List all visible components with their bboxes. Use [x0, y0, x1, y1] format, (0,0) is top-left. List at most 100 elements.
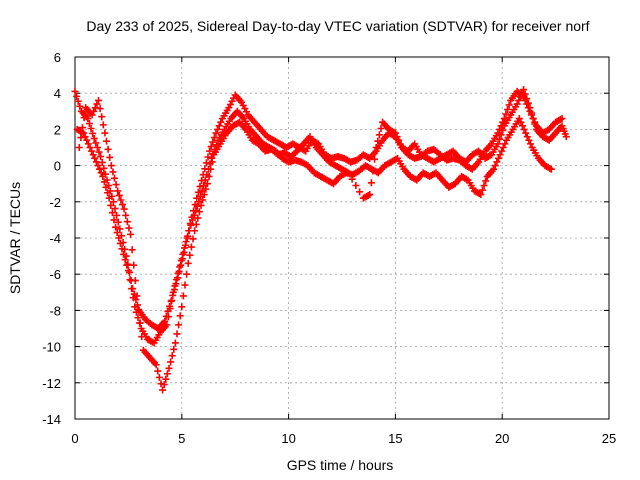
- y-tick-label: -14: [42, 412, 61, 427]
- data-point: [110, 216, 118, 224]
- data-point: [198, 187, 206, 195]
- data-point: [105, 194, 113, 202]
- data-point: [369, 167, 377, 175]
- data-point: [203, 180, 211, 188]
- data-point: [130, 261, 138, 269]
- data-point: [125, 224, 133, 232]
- data-point: [199, 196, 207, 204]
- data-point: [491, 162, 499, 170]
- data-point: [104, 145, 112, 153]
- data-point: [477, 191, 485, 199]
- data-point: [490, 165, 498, 173]
- x-tick-label: 20: [495, 431, 509, 446]
- data-point: [138, 333, 146, 341]
- data-point: [196, 182, 204, 190]
- data-point: [97, 153, 105, 161]
- data-point: [178, 303, 186, 311]
- data-point: [529, 115, 537, 123]
- data-point: [117, 196, 125, 204]
- data-point: [520, 86, 528, 94]
- data-point: [97, 169, 105, 177]
- data-point: [127, 230, 135, 238]
- data-point: [496, 125, 504, 133]
- data-point: [187, 243, 195, 251]
- data-point: [201, 176, 209, 184]
- data-point: [521, 90, 529, 98]
- data-point: [366, 191, 374, 199]
- data-point: [84, 115, 92, 123]
- data-point: [106, 153, 114, 161]
- data-point: [107, 162, 115, 170]
- data-point: [202, 185, 210, 193]
- data-point: [202, 159, 210, 167]
- data-point: [74, 97, 82, 105]
- data-point: [209, 138, 217, 146]
- data-point: [90, 107, 98, 115]
- data-point: [523, 95, 531, 103]
- data-point: [103, 137, 111, 145]
- data-point: [94, 96, 102, 104]
- data-point: [95, 148, 103, 156]
- data-point: [159, 386, 167, 394]
- data-point: [76, 102, 84, 110]
- data-point: [166, 305, 174, 313]
- data-point: [87, 124, 95, 132]
- series-track-c: [75, 86, 570, 394]
- data-point: [197, 201, 205, 209]
- data-point: [493, 158, 501, 166]
- data-point: [212, 129, 220, 137]
- data-point: [120, 205, 128, 213]
- data-point: [114, 218, 122, 226]
- data-point: [367, 179, 375, 187]
- data-point: [118, 245, 126, 253]
- data-point: [374, 137, 382, 145]
- data-point: [498, 147, 506, 155]
- data-point: [96, 105, 104, 113]
- data-point: [206, 147, 214, 155]
- data-point: [172, 276, 180, 284]
- data-point: [396, 140, 404, 148]
- data-point: [88, 111, 96, 119]
- data-point: [502, 110, 510, 118]
- data-point: [155, 373, 163, 381]
- y-axis: -14 -12 -10 -8 -6 -4 -2 0 2 4 6: [42, 50, 609, 427]
- data-point: [171, 282, 179, 290]
- data-point: [194, 214, 202, 222]
- data-point: [167, 358, 175, 366]
- y-tick-label: -10: [42, 340, 61, 355]
- data-point: [480, 182, 488, 190]
- data-point: [90, 134, 98, 142]
- data-point: [109, 198, 117, 206]
- data-point: [525, 136, 533, 144]
- data-point: [192, 220, 200, 228]
- data-point: [113, 211, 121, 219]
- data-point: [190, 211, 198, 219]
- data-point: [112, 181, 120, 189]
- data-point: [115, 234, 123, 242]
- data-point: [531, 120, 539, 128]
- data-point: [99, 121, 107, 129]
- y-tick-label: -2: [49, 195, 61, 210]
- data-point: [177, 257, 185, 265]
- data-point: [175, 321, 183, 329]
- chart-title: Day 233 of 2025, Sidereal Day-to-day VTE…: [86, 18, 589, 34]
- data-point: [496, 135, 504, 143]
- data-point: [80, 129, 88, 137]
- data-point: [73, 92, 81, 100]
- data-point: [505, 101, 513, 109]
- data-point: [478, 186, 486, 194]
- data-point: [124, 267, 132, 275]
- data-point: [214, 125, 222, 133]
- series-track-a: [71, 87, 566, 332]
- data-point: [91, 154, 99, 162]
- data-point: [526, 104, 534, 112]
- data-point: [168, 296, 176, 304]
- data-point: [204, 153, 212, 161]
- y-tick-label: -12: [42, 376, 61, 391]
- data-point: [114, 187, 122, 195]
- y-tick-label: -8: [49, 303, 61, 318]
- data-point: [187, 221, 195, 229]
- data-point: [179, 250, 187, 258]
- data-point: [562, 133, 570, 141]
